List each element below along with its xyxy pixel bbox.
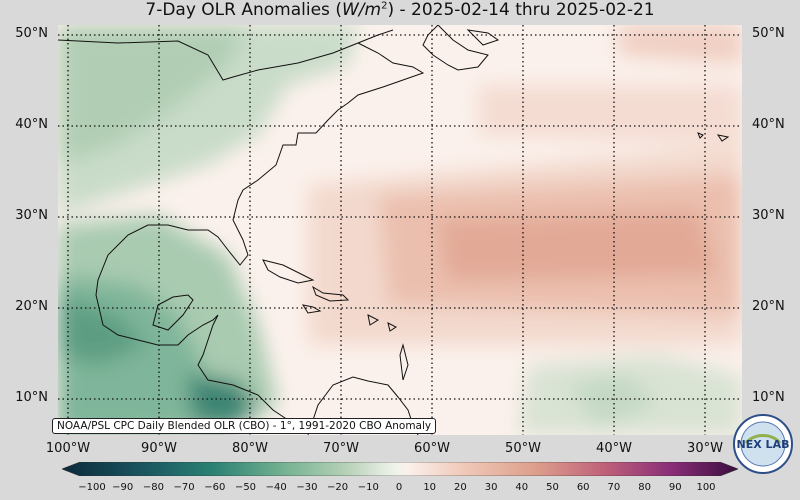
lat-label-right-10: 10°N [752, 390, 785, 405]
lat-label-left-40: 40°N [15, 117, 48, 132]
nexlab-logo: NEX LAB [733, 414, 793, 474]
lon-label-60w: 60°W [414, 441, 450, 456]
colorbar-tick-label: −70 [173, 482, 195, 493]
colorbar-tick-label: 30 [484, 482, 498, 493]
colorbar [62, 462, 738, 476]
lat-label-left-30: 30°N [15, 208, 48, 223]
colorbar-tick-label: −80 [142, 482, 164, 493]
lon-label-100w: 100°W [45, 441, 91, 456]
colorbar-tick-label: 100 [696, 482, 716, 493]
lon-label-90w: 90°W [141, 441, 177, 456]
lat-label-left-10: 10°N [15, 390, 48, 405]
svg-text:NEX LAB: NEX LAB [737, 438, 790, 451]
colorbar-tick-label: 20 [454, 482, 467, 493]
colorbar-tick-label: 40 [515, 482, 529, 493]
lon-label-50w: 50°W [505, 441, 541, 456]
colorbar-tick-label: 90 [668, 482, 682, 493]
colorbar-tick-label: −50 [234, 482, 257, 493]
lon-label-30w: 30°W [687, 441, 723, 456]
colorbar-tick-label: −20 [327, 482, 349, 493]
anomaly-field [58, 25, 742, 435]
colorbar-tick-label: −40 [265, 482, 287, 493]
lat-label-left-20: 20°N [15, 299, 48, 314]
lat-label-right-20: 20°N [752, 299, 785, 314]
colorbar-tick-label: −90 [112, 482, 134, 493]
lon-label-40w: 40°W [596, 441, 632, 456]
olr-anomaly-map [58, 25, 742, 435]
colorbar-tick-label: −60 [204, 482, 226, 493]
lat-label-right-40: 40°N [752, 117, 785, 132]
lat-label-right-30: 30°N [752, 208, 785, 223]
colorbar-tick-label: 10 [423, 482, 437, 493]
colorbar-tick-label: 50 [546, 482, 559, 493]
lon-label-70w: 70°W [323, 441, 359, 456]
map-title: 7-Day OLR Anomalies (W/m2) - 2025-02-14 … [145, 0, 655, 20]
colorbar-tick-label: −100 [78, 482, 106, 493]
lat-label-right-50: 50°N [752, 26, 785, 41]
lat-label-left-50: 50°N [15, 26, 48, 41]
colorbar-tick-label: 80 [638, 482, 651, 493]
colorbar-tick-label: 70 [607, 482, 621, 493]
data-source-credit: NOAA/PSL CPC Daily Blended OLR (CBO) - 1… [52, 418, 437, 434]
colorbar-tick-label: 0 [395, 482, 403, 493]
colorbar-tick-label: −10 [357, 482, 379, 493]
lon-label-80w: 80°W [232, 441, 268, 456]
colorbar-tick-label: −30 [296, 482, 318, 493]
colorbar-tick-label: 60 [576, 482, 590, 493]
coastlines [58, 25, 730, 435]
